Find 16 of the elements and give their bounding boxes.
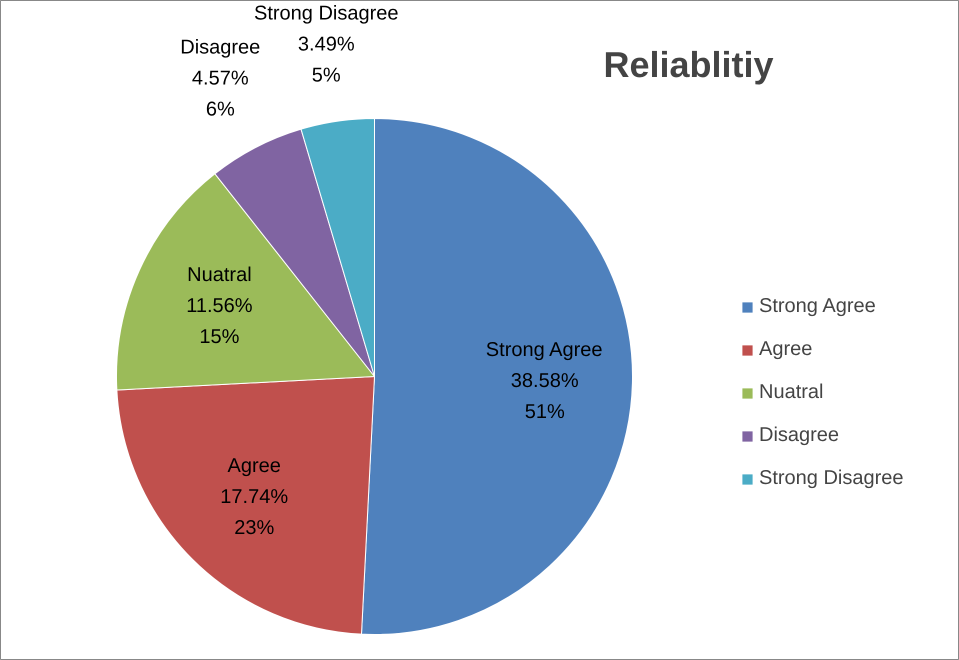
slice-label: Strong Disagree (254, 2, 399, 25)
data-label: 38.58% 51% (510, 370, 579, 423)
legend-label: Strong Agree (759, 295, 876, 318)
slice-label: Strong Agree (486, 338, 603, 361)
slice-label: Agree (228, 455, 281, 478)
legend-label: Strong Disagree (759, 467, 904, 490)
data-label: 3.49% 5% (298, 34, 355, 87)
data-label: 4.57% 6% (192, 68, 249, 121)
legend-label: Disagree (759, 424, 840, 447)
slice-label: Disagree (180, 36, 260, 59)
text: Reliablitiy (603, 44, 774, 85)
legend-label: Nuatral (759, 381, 824, 404)
legend-label: Agree (759, 338, 812, 361)
data-label: 11.56% 15% (186, 295, 253, 348)
slice-label: Nuatral (187, 264, 252, 286)
data-label: 17.74% 23% (220, 486, 288, 540)
